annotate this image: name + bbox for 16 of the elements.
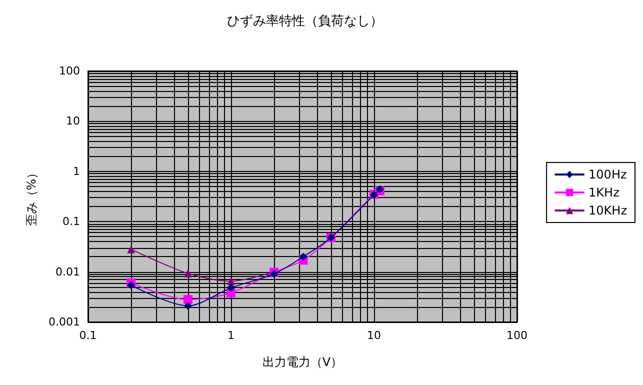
x-tick-label: 10	[367, 329, 381, 342]
x-axis-title: 出力電力（V）	[262, 355, 343, 369]
x-tick-label: 0.1	[79, 329, 97, 342]
y-tick-label: 0.001	[48, 316, 80, 328]
y-tick-label: 1	[73, 164, 80, 178]
y-tick-label: 100	[59, 64, 80, 78]
x-tick-label: 100	[506, 329, 528, 342]
x-tick-label: 1	[228, 329, 234, 342]
legend-label: 10KHz	[588, 204, 628, 218]
y-tick-label: 10	[66, 114, 80, 128]
y-tick-label: 0.1	[62, 215, 80, 228]
legend-label: 100Hz	[588, 168, 627, 182]
y-axis-title: 歪み（%）	[24, 166, 39, 226]
legend-label: 1KHz	[588, 186, 620, 200]
y-tick-label: 0.01	[56, 265, 80, 278]
chart-title: ひずみ率特性（負荷なし）	[227, 13, 383, 29]
